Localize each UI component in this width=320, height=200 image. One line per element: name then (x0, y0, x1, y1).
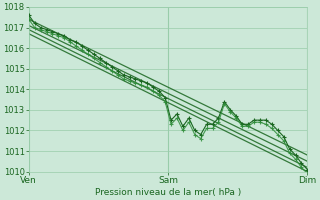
X-axis label: Pression niveau de la mer( hPa ): Pression niveau de la mer( hPa ) (95, 188, 241, 197)
